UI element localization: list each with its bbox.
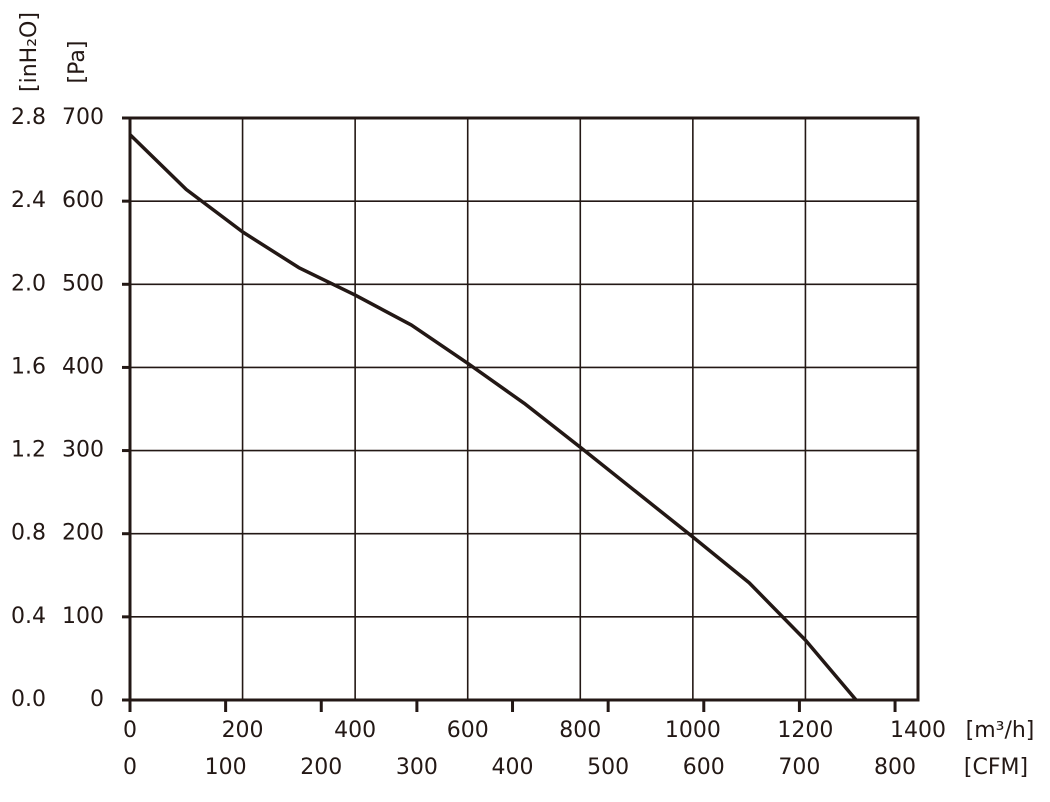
x2-tick-label: 800 [874, 755, 916, 780]
x-tick-label: 1200 [777, 718, 833, 743]
x2-tick-label: 400 [492, 755, 534, 780]
y-tick-label: 0 [90, 687, 104, 712]
y-tick-label: 500 [62, 271, 104, 296]
x2-axis-label: [CFM] [964, 755, 1028, 780]
x-tick-label: 400 [334, 718, 376, 743]
y2-tick-label: 0.0 [11, 687, 46, 712]
y-tick-label: 600 [62, 188, 104, 213]
x2-tick-label: 100 [205, 755, 247, 780]
x2-tick-label: 300 [396, 755, 438, 780]
y-tick-label: 400 [62, 354, 104, 379]
y2-tick-label: 2.8 [11, 105, 46, 130]
y-tick-label: 700 [62, 105, 104, 130]
x-axis-label: [m³/h] [966, 718, 1035, 743]
x2-tick-label: 200 [300, 755, 342, 780]
x-tick-label: 600 [447, 718, 489, 743]
y2-tick-label: 2.0 [11, 271, 46, 296]
x-tick-label: 200 [222, 718, 264, 743]
y2-tick-label: 2.4 [11, 188, 46, 213]
y2-tick-label: 1.6 [11, 354, 46, 379]
y2-tick-label: 1.2 [11, 438, 46, 463]
y2-tick-label: 0.4 [11, 604, 46, 629]
x-tick-label: 0 [123, 718, 137, 743]
y2-axis-label: [inH₂O] [17, 12, 42, 92]
x-tick-label: 800 [559, 718, 601, 743]
x2-tick-label: 500 [587, 755, 629, 780]
y-tick-label: 100 [62, 604, 104, 629]
y2-tick-label: 0.8 [11, 521, 46, 546]
x2-tick-label: 0 [123, 755, 137, 780]
x2-tick-label: 600 [683, 755, 725, 780]
y-tick-label: 200 [62, 521, 104, 546]
y-tick-label: 300 [62, 438, 104, 463]
x-tick-label: 1400 [890, 718, 946, 743]
x-tick-label: 1000 [665, 718, 721, 743]
plot-frame [128, 116, 920, 702]
x2-tick-label: 700 [778, 755, 820, 780]
curve [128, 133, 858, 702]
y-axis-label: [Pa] [65, 41, 90, 84]
